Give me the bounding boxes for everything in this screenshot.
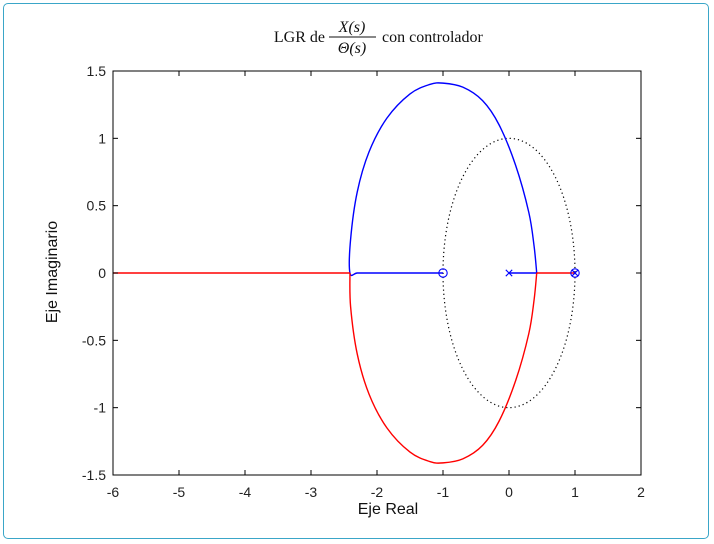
- pole-marker-1: [505, 269, 513, 277]
- title-denominator: Θ(s): [338, 40, 366, 57]
- y-tick-label: -1: [94, 400, 107, 416]
- chart-title: LGR de X(s) Θ(s) con controlador: [274, 19, 484, 57]
- x-axis-label: Eje Real: [358, 501, 418, 518]
- title-prefix: LGR de: [274, 29, 325, 46]
- y-tick-label: -0.5: [82, 332, 106, 348]
- x-tick-label: 1: [571, 484, 579, 500]
- locus-branch-3: [349, 272, 538, 464]
- axis-ticks-layer: -6 -5 -4 -3 -2 -1 0 1 2 -1.5 -1 -0.5 0 0.5 1 1.5: [82, 63, 645, 500]
- pole-zero-markers-layer: [438, 268, 580, 278]
- x-tick-label: -4: [239, 484, 252, 500]
- y-tick-label: 0: [98, 265, 106, 281]
- x-tick-label: -2: [371, 484, 384, 500]
- x-tick-label: 2: [637, 484, 645, 500]
- x-tick-label: -1: [437, 484, 450, 500]
- zero-marker-3: [438, 268, 448, 278]
- x-tick-label: -6: [107, 484, 120, 500]
- y-tick-label: 1: [98, 130, 106, 146]
- pole-marker-stroke-b: [505, 269, 513, 277]
- title-suffix: con controlador: [382, 29, 484, 46]
- x-tick-label: -5: [173, 484, 186, 500]
- pole-marker-2: [571, 269, 579, 277]
- x-tick-label: -3: [305, 484, 318, 500]
- locus-branch-1: [348, 82, 538, 277]
- y-tick-label: -1.5: [82, 467, 106, 483]
- zero-marker-4: [570, 268, 580, 278]
- y-tick-label: 0.5: [87, 198, 107, 214]
- y-axis-label: Eje Imaginario: [44, 221, 61, 323]
- title-numerator: X(s): [338, 19, 366, 36]
- x-tick-label: 0: [505, 484, 513, 500]
- y-tick-label: 1.5: [87, 63, 107, 79]
- pole-marker-stroke-b: [571, 269, 579, 277]
- locus-lines-layer: [113, 82, 575, 464]
